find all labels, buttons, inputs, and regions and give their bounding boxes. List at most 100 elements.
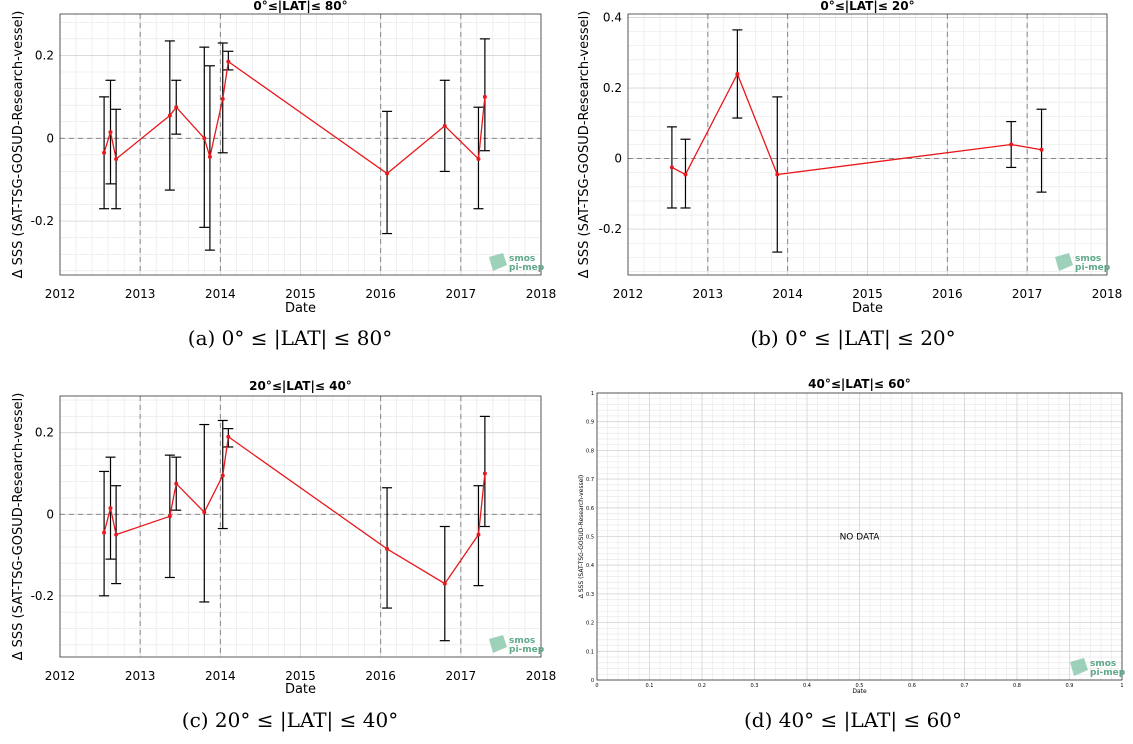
caption-c: (c) 20° ≤ |LAT| ≤ 40°: [181, 708, 399, 732]
logo-mark-icon: [1070, 658, 1088, 676]
x-tick-label: 0.4: [803, 683, 811, 689]
chart-d-svg: 0 0.1 0.2 0.3 0.4 0.5 0.6 0.7 0.8 0.9 1 0 0.1 0.2 0.3 0…: [578, 377, 1126, 695]
data-point: [735, 71, 740, 76]
y-tick-label: 0.5: [586, 535, 594, 541]
data-point: [167, 113, 172, 118]
x-tick-label: 2013: [125, 287, 156, 301]
x-tick-label: 2015: [285, 669, 316, 683]
data-point: [1009, 142, 1014, 147]
data-point: [442, 581, 447, 586]
data-point: [1039, 147, 1044, 152]
y-tick-label: 1: [591, 391, 594, 397]
data-point: [669, 165, 674, 170]
y-tick-label: 0.6: [586, 506, 594, 512]
axes-frame: [627, 13, 1108, 276]
x-tick-label: 2018: [526, 287, 557, 301]
x-axis-label: Date: [852, 301, 883, 316]
data-point: [476, 157, 481, 161]
x-tick-label: 2014: [772, 287, 803, 301]
logo-mark-icon: [489, 253, 507, 271]
data-point: [220, 473, 225, 478]
caption-d: (d) 40° ≤ |LAT| ≤ 60°: [743, 708, 963, 732]
data-point: [167, 514, 172, 519]
y-tick-label: 0: [46, 507, 54, 521]
logo-text-line2: pi-mep: [1075, 263, 1111, 273]
x-tick-label: 0.7: [961, 683, 969, 689]
x-tick-label: 2015: [285, 287, 316, 301]
y-axis-label: Δ SSS (SAT-TSG-GOSUD-Research-vessel): [577, 11, 592, 279]
logo-text-line1: smos: [1075, 254, 1101, 264]
chart-panel-b: 2012 2013 2014 2015 2016 2017 2018 -0.2 0 0.2 0.4 0…: [566, 0, 1133, 316]
data-point: [683, 172, 688, 177]
data-point: [226, 59, 231, 64]
y-tick-label: 0.2: [586, 621, 594, 627]
logo-text-line2: pi-mep: [509, 645, 545, 655]
chart-panel-d: 0 0.1 0.2 0.3 0.4 0.5 0.6 0.7 0.8 0.9 1 0 0.1 0.2 0.3 0…: [566, 376, 1133, 695]
y-tick-label: 0.2: [35, 48, 54, 62]
y-tick-label: -0.2: [599, 222, 622, 236]
data-point: [102, 150, 107, 155]
x-tick-label: 0: [595, 683, 598, 689]
y-tick-label: 0.3: [586, 592, 594, 598]
x-axis-label: Date: [852, 688, 867, 695]
y-tick-label: 0.9: [586, 420, 594, 426]
data-point: [108, 506, 113, 511]
data-point: [385, 546, 390, 551]
x-tick-label: 0.6: [908, 683, 916, 689]
caption-b: (b) 0° ≤ |LAT| ≤ 20°: [750, 326, 956, 350]
data-point: [476, 532, 481, 537]
chart-title: 0°≤|LAT|≤ 20°: [820, 0, 914, 13]
x-tick-label: 2018: [526, 669, 557, 683]
y-tick-label: 0.1: [586, 649, 594, 655]
y-tick-label: -0.2: [31, 589, 54, 603]
chart-title: 20°≤|LAT|≤ 40°: [249, 379, 352, 393]
axes-frame: [59, 395, 542, 658]
data-point: [174, 481, 179, 486]
data-point: [114, 157, 119, 161]
x-tick-label: 2013: [125, 669, 156, 683]
y-axis-label: Δ SSS (SAT-TSG-GOSUD-Research-vessel): [11, 11, 26, 279]
logo-text-line1: smos: [509, 636, 535, 646]
y-tick-label: -0.2: [31, 214, 54, 228]
series-line: [671, 72, 1042, 176]
data-point: [442, 123, 447, 128]
x-tick-label: 2014: [205, 287, 236, 301]
data-point: [482, 94, 487, 99]
chart-title: 40°≤|LAT|≤ 60°: [808, 377, 911, 391]
chart-c-svg: 2012 2013 2014 2015 2016 2017 2018 -0.2 0 0.2 20°≤…: [11, 379, 557, 697]
y-tick-label: 0.4: [603, 11, 622, 25]
y-tick-label: 0.4: [586, 563, 594, 569]
logo-text-line2: pi-mep: [1090, 668, 1126, 678]
data-point: [108, 130, 113, 135]
x-tick-label: 2012: [613, 287, 644, 301]
data-point: [202, 510, 207, 515]
y-axis-label: Δ SSS (SAT-TSG-GOSUD-Research-vessel): [578, 475, 585, 599]
data-point: [220, 96, 225, 101]
axes-frame: [59, 13, 542, 276]
chart-a-svg: 2012 2013 2014 2015 2016 2017 2018 -0.2 0 0.2 0°≤|…: [11, 0, 557, 316]
x-axis-label: Date: [285, 301, 316, 316]
y-tick-label: 0: [591, 678, 594, 684]
data-point: [202, 136, 207, 141]
y-tick-label: 0.2: [35, 426, 54, 440]
x-tick-label: 2012: [45, 669, 76, 683]
chart-b-svg: 2012 2013 2014 2015 2016 2017 2018 -0.2 0 0.2 0.4 0…: [577, 0, 1122, 316]
reference-lines: [628, 14, 1107, 275]
series-line: [103, 435, 486, 585]
data-point: [482, 471, 487, 476]
data-point: [226, 434, 231, 439]
x-tick-label: 2015: [852, 287, 883, 301]
x-tick-label: 1: [1120, 683, 1123, 689]
logo-text-line2: pi-mep: [509, 263, 545, 273]
data-point: [775, 172, 780, 177]
x-tick-label: 0.2: [698, 683, 706, 689]
caption-a: (a) 0° ≤ |LAT| ≤ 80°: [187, 326, 393, 350]
data-point: [207, 154, 212, 159]
x-tick-label: 0.9: [1066, 683, 1074, 689]
x-tick-label: 2016: [932, 287, 963, 301]
logo-text-line1: smos: [1090, 659, 1116, 669]
no-data-annotation: NO DATA: [840, 533, 881, 543]
data-point: [114, 532, 119, 537]
